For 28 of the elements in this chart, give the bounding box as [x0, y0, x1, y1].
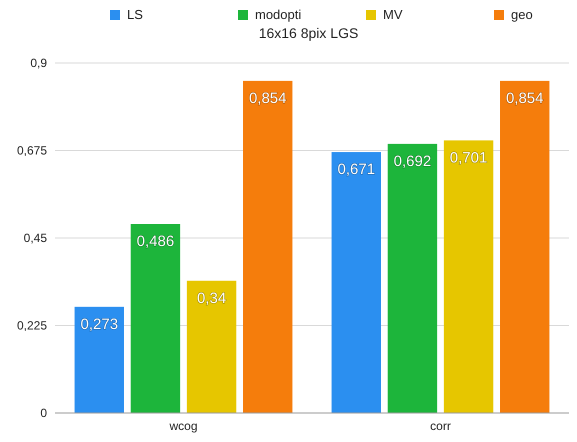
- x-tick-label: wcog: [168, 419, 198, 433]
- bar: [74, 306, 124, 413]
- y-tick-label: 0,225: [16, 318, 48, 333]
- legend-label: LS: [127, 7, 144, 22]
- data-label: 0,692: [394, 152, 432, 170]
- data-label: 0,854: [248, 90, 286, 107]
- bar: [444, 140, 494, 413]
- data-label: 0,671: [338, 161, 376, 178]
- legend-label: modopti: [255, 7, 302, 22]
- y-tick-label: 0: [40, 406, 48, 420]
- bar: [243, 80, 292, 413]
- data-label: 0,34: [196, 290, 226, 307]
- x-tick-label: corr: [430, 419, 451, 433]
- data-label: 0,854: [506, 90, 544, 107]
- data-label: 0,701: [450, 149, 488, 166]
- data-label: 0,273: [80, 316, 118, 333]
- bar: [130, 224, 180, 413]
- y-tick-label: 0,675: [16, 144, 48, 158]
- y-tick-label: 0,45: [24, 231, 48, 246]
- data-label: 0,486: [136, 233, 174, 250]
- legend-label: geo: [511, 7, 533, 22]
- y-tick-label: 0,9: [30, 56, 48, 70]
- bar: [388, 144, 438, 413]
- bar: [332, 152, 381, 413]
- bar: [500, 80, 550, 413]
- bar: [186, 280, 236, 413]
- legend-label: MV: [383, 7, 403, 22]
- chart-title: 16x16 8pix LGS: [258, 25, 358, 41]
